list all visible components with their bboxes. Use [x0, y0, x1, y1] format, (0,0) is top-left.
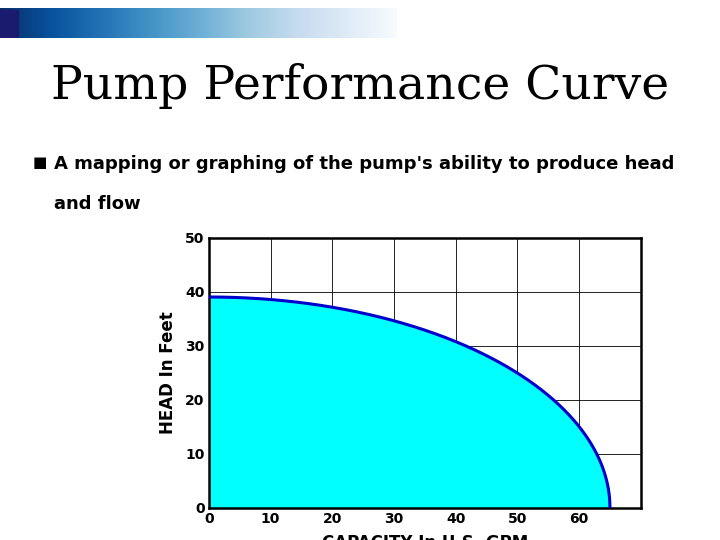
Text: ■: ■	[32, 155, 47, 170]
Text: and flow: and flow	[54, 195, 140, 213]
Bar	[0, 10, 18, 38]
Y-axis label: HEAD In Feet: HEAD In Feet	[159, 311, 177, 434]
Text: A mapping or graphing of the pump's ability to produce head: A mapping or graphing of the pump's abil…	[54, 155, 675, 173]
Text: Pump Performance Curve: Pump Performance Curve	[51, 63, 669, 110]
X-axis label: CAPACITY In U.S. GPM: CAPACITY In U.S. GPM	[322, 534, 528, 540]
